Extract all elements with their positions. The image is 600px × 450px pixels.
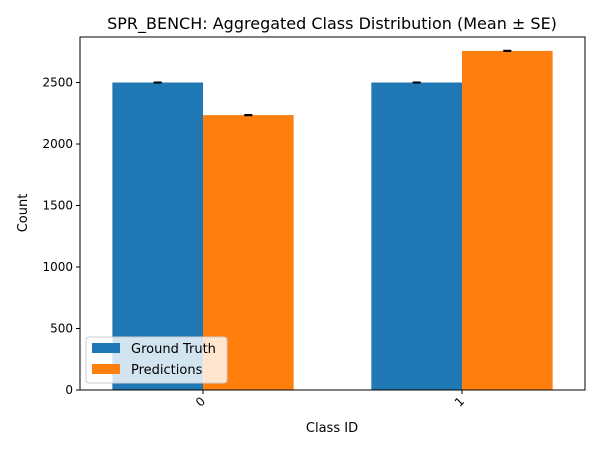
y-tick-label: 1500: [42, 199, 73, 213]
x-axis-label: Class ID: [306, 421, 358, 436]
y-axis-label: Count: [16, 194, 31, 233]
plot-frame: [79, 36, 586, 391]
y-tick-label: 0: [65, 383, 73, 397]
legend-label-ground-truth: Ground Truth: [131, 342, 216, 357]
bars-layer: [112, 50, 553, 391]
x-tick-label: 1: [452, 394, 467, 409]
y-axis: 0 500 1000 1500 2000 2500: [42, 76, 80, 397]
error-bars-layer: [153, 49, 512, 117]
error-bar-predictions-class-1: [503, 49, 512, 53]
bar-predictions-class-1: [461, 50, 553, 390]
x-tick-label: 0: [193, 394, 208, 409]
legend-swatch-predictions: [92, 364, 120, 374]
y-tick-label: 500: [50, 322, 73, 336]
chart-title: SPR_BENCH: Aggregated Class Distribution…: [107, 14, 557, 34]
y-tick-label: 2500: [42, 76, 73, 90]
legend-swatch-ground-truth: [92, 343, 120, 353]
legend-box: [85, 336, 228, 384]
legend-label-predictions: Predictions: [131, 363, 203, 378]
y-tick-label: 1000: [42, 260, 73, 274]
legend: Ground Truth Predictions: [85, 336, 228, 384]
error-bar-predictions-class-0: [244, 113, 253, 117]
y-tick-label: 2000: [42, 137, 73, 151]
bar-ground-truth-class-1: [371, 82, 462, 390]
